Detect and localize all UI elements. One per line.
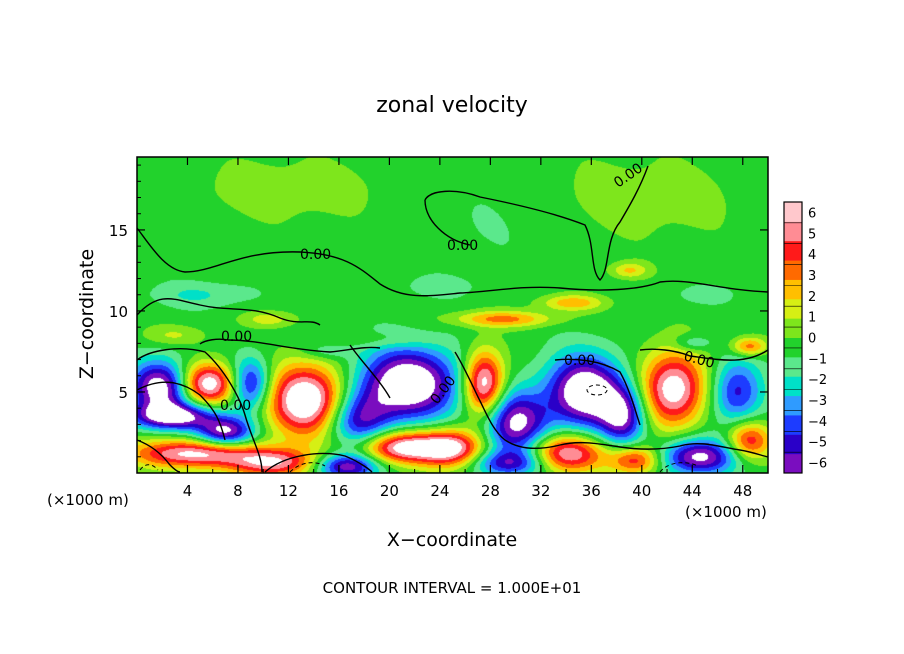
- plot-area: 0.00 0.00 0.00 0.00 0.00 0.00 0.00 0.00: [136, 156, 769, 474]
- colorbar-tick-label: −5: [808, 436, 827, 451]
- colorbar-swatch: [784, 202, 802, 222]
- x-axis: 4 8 12 16 20 24 28 32 36 40 44 48: [161, 157, 752, 500]
- colorbar-tick-label: −6: [808, 457, 827, 472]
- contour-line-right: [554, 348, 769, 426]
- dashed-contour: [139, 464, 159, 471]
- x-tick-label: 48: [733, 482, 752, 500]
- colorbar-tick-label: 6: [808, 206, 816, 221]
- colorbar-tick-label: −4: [808, 415, 827, 430]
- x-tick-label: 12: [279, 482, 298, 500]
- contour-interval-note: CONTOUR INTERVAL = 1.000E+01: [323, 579, 582, 597]
- x-tick-label: 44: [683, 482, 702, 500]
- colorbar-swatch: [784, 395, 802, 416]
- contour-label: 0.00: [220, 398, 251, 414]
- y-axis-label: Z−coordinate: [76, 249, 98, 379]
- colorbar-tick-label: 0: [808, 332, 816, 347]
- colorbar-swatch: [784, 356, 802, 377]
- contour-line-lower: [136, 344, 769, 473]
- x-axis-label: X−coordinate: [387, 529, 517, 551]
- colorbar: 6 5 4 3 2 1 0 −1 −2 −3 −4 −5 −6: [783, 201, 827, 474]
- contour-line-middle: [136, 298, 381, 353]
- contour-label: 0.00: [682, 348, 716, 372]
- plot-frame: [136, 156, 769, 474]
- dashed-contour: [586, 384, 608, 396]
- x-tick-label: 40: [632, 482, 651, 500]
- colorbar-swatch: [784, 221, 802, 242]
- y-tick-label: 15: [109, 222, 128, 240]
- x-tick-label: 32: [531, 482, 550, 500]
- colorbar-swatch: [784, 337, 802, 358]
- colorbar-swatch: [784, 453, 802, 474]
- x-tick-label: 28: [481, 482, 500, 500]
- colorbar-swatch: [784, 376, 802, 397]
- dashed-contour: [659, 462, 699, 473]
- contour-label: 0.00: [564, 353, 595, 369]
- colorbar-tick-label: 2: [808, 290, 816, 305]
- colorbar-swatch: [784, 279, 802, 300]
- colorbar-tick-label: 5: [808, 227, 816, 242]
- colorbar-frame: [783, 201, 803, 474]
- x-tick-label: 20: [380, 482, 399, 500]
- x-tick-label: 8: [233, 482, 243, 500]
- x-tick-label: 4: [183, 482, 193, 500]
- colorbar-tick-label: 1: [808, 311, 816, 326]
- contour-labels: 0.00 0.00 0.00 0.00 0.00 0.00 0.00 0.00: [220, 160, 716, 414]
- colorbar-tick-label: 3: [808, 269, 816, 284]
- dashed-contour: [289, 462, 326, 473]
- negative-contour-lines: [139, 384, 699, 473]
- x-tick-label: 36: [582, 482, 601, 500]
- chart-title: zonal velocity: [376, 93, 528, 118]
- colorbar-tick-label: −3: [808, 394, 827, 409]
- colorbar-swatch: [784, 260, 802, 280]
- y-tick-label: 10: [109, 303, 128, 321]
- contour-line-upper: [136, 227, 769, 297]
- colorbar-swatch: [784, 318, 802, 338]
- colorbar-tick-label: −2: [808, 373, 827, 388]
- x-tick-label: 24: [430, 482, 449, 500]
- y-tick-label: 5: [118, 384, 128, 402]
- contour-label: 0.00: [447, 238, 478, 254]
- y-axis: 5 10 15: [109, 164, 768, 458]
- colorbar-swatch: [784, 298, 802, 319]
- contour-line-upper-loop: [424, 165, 649, 281]
- colorbar-swatch: [784, 240, 802, 261]
- colorbar-tick-label: −1: [808, 352, 827, 367]
- colorbar-tick-label: 4: [808, 248, 816, 263]
- contour-line-bottom: [136, 439, 373, 473]
- x-tick-label: 16: [329, 482, 348, 500]
- zero-contour-lines: [136, 165, 769, 473]
- velocity-heatmap: [137, 157, 768, 473]
- contour-label: 0.00: [300, 247, 331, 263]
- x-scale-note-left: (×1000 m): [47, 491, 129, 509]
- x-scale-note-right: (×1000 m): [685, 503, 767, 521]
- colorbar-swatch: [784, 434, 802, 455]
- colorbar-swatch: [784, 414, 802, 435]
- contour-label: 0.00: [221, 329, 252, 345]
